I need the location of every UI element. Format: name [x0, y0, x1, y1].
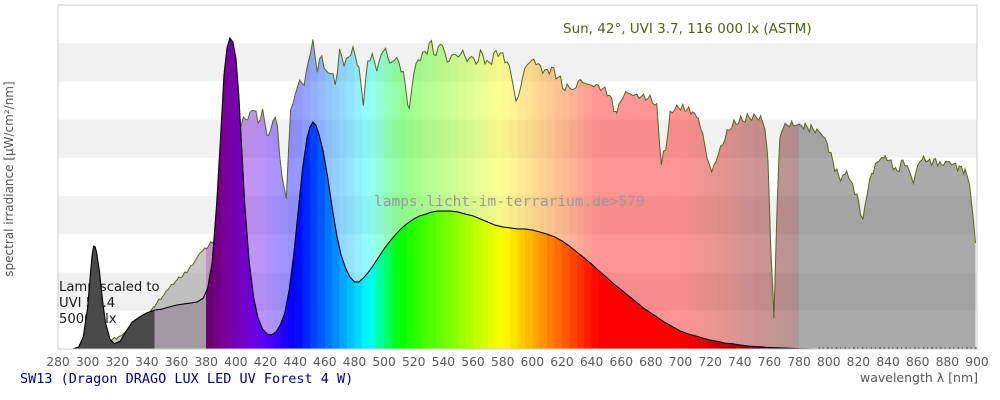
lamp-spectrum-series — [58, 36, 977, 350]
x-tick-label: 460 — [313, 355, 336, 369]
x-tick-label: 620 — [550, 355, 573, 369]
x-tick-label: 540 — [432, 355, 455, 369]
x-tick-label: 840 — [876, 355, 899, 369]
x-tick-label: 640 — [580, 355, 603, 369]
axis-layer: 280 300 320 340 360 380 400 420 440 460 480 500 520 5… — [46, 4, 989, 369]
grid-band — [58, 5, 977, 44]
x-tick-label: 780 — [787, 355, 810, 369]
lamp-area — [58, 38, 814, 349]
x-tick-label: 320 — [106, 355, 129, 369]
x-tick-label: 480 — [343, 355, 366, 369]
x-tick-label: 760 — [758, 355, 781, 369]
x-tick-label: 340 — [135, 355, 158, 369]
x-tick-label: 420 — [254, 355, 277, 369]
lamp-curve — [58, 36, 815, 350]
x-tick-label: 820 — [847, 355, 870, 369]
x-tick-label: 800 — [817, 355, 840, 369]
x-tick-label: 700 — [669, 355, 692, 369]
x-tick-label: 580 — [491, 355, 514, 369]
x-tick-label: 720 — [698, 355, 721, 369]
x-tick-label: 880 — [936, 355, 959, 369]
x-tick-label: 660 — [610, 355, 633, 369]
x-tick-label: 360 — [165, 355, 188, 369]
x-tick-label: 380 — [194, 355, 217, 369]
chart-caption: SW13 (Dragon DRAGO LUX LED UV Forest 4 W… — [20, 371, 354, 387]
x-tick-label: 740 — [728, 355, 751, 369]
x-tick-label: 520 — [402, 355, 425, 369]
x-tick-label: 500 — [372, 355, 395, 369]
x-tick-label: 900 — [965, 355, 988, 369]
lamp-annotation-line1: Lamp scaled to — [59, 280, 160, 295]
x-tick-label: 300 — [76, 355, 99, 369]
x-tick-label: 600 — [521, 355, 544, 369]
x-tick-label: 440 — [283, 355, 306, 369]
sun-annotation: Sun, 42°, UVI 3.7, 116 000 lx (ASTM) — [563, 21, 812, 37]
x-tick-labels: 280 300 320 340 360 380 400 420 440 460 480 500 520 5… — [46, 355, 988, 369]
y-axis-label: spectral irradiance [µW/cm²/nm] — [2, 81, 16, 277]
x-axis-label: wavelength λ [nm] — [859, 370, 978, 385]
x-tick-label: 400 — [224, 355, 247, 369]
x-tick-label: 280 — [46, 355, 69, 369]
x-tick-label: 560 — [461, 355, 484, 369]
plot-border — [57, 4, 978, 350]
x-tick-label: 860 — [906, 355, 929, 369]
x-tick-label: 680 — [639, 355, 662, 369]
grid-band — [58, 43, 977, 82]
watermark: lamps.licht-im-terrarium.de>579 — [374, 194, 645, 210]
